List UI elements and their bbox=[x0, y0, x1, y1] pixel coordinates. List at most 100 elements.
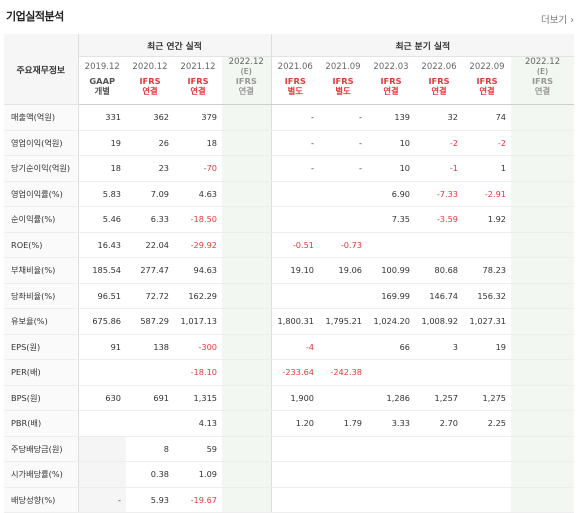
table-cell: - bbox=[271, 130, 319, 156]
table-cell: 66 bbox=[367, 334, 415, 360]
table-cell: 1,795.21 bbox=[319, 308, 367, 335]
table-row: 영업이익률(%) 5.83 7.09 4.63 6.90 -7.33 -2.91 bbox=[4, 181, 575, 207]
period-label: 2021.12 bbox=[180, 61, 216, 72]
row-label: 매출액(억원) bbox=[4, 104, 79, 131]
table-cell: 2.70 bbox=[415, 410, 463, 437]
table-cell: 1,024.20 bbox=[367, 308, 415, 335]
table-cell bbox=[367, 461, 415, 488]
standard-label: IFRS bbox=[428, 76, 450, 86]
table-cell bbox=[415, 461, 463, 488]
period-label: 2021.06 bbox=[277, 61, 313, 72]
table-cell bbox=[511, 410, 575, 437]
more-link[interactable]: 더보기 › bbox=[540, 15, 574, 26]
table-cell: 18 bbox=[174, 130, 222, 156]
table-row: ROE(%) 16.43 22.04 -29.92 -0.51 -0.73 bbox=[4, 232, 575, 258]
table-cell: -300 bbox=[174, 334, 222, 360]
standard-scope: 별도 bbox=[287, 86, 303, 96]
standard-header: IFRS 연결 bbox=[126, 76, 174, 105]
standard-header: IFRS 연결 bbox=[463, 76, 511, 105]
table-cell: 146.74 bbox=[415, 283, 463, 309]
table-row: 시가배당률(%) 0.38 1.09 bbox=[4, 461, 575, 488]
table-cell: 1.92 bbox=[463, 206, 511, 233]
standard-label: IFRS bbox=[284, 76, 306, 86]
table-cell: -19.67 bbox=[174, 487, 222, 513]
table-cell: 8 bbox=[126, 436, 174, 462]
table-cell: 1.20 bbox=[271, 410, 319, 437]
standard-label: IFRS bbox=[531, 76, 554, 86]
table-cell bbox=[367, 232, 415, 258]
table-cell bbox=[222, 104, 272, 131]
table-cell: 96.51 bbox=[78, 283, 126, 309]
table-row: 영업이익(억원) 19 26 18- -10 -2 -2 bbox=[4, 130, 575, 156]
table-cell bbox=[319, 385, 367, 411]
standard-label: IFRS bbox=[235, 76, 257, 86]
table-cell bbox=[222, 461, 272, 488]
standard-scope: 연결 bbox=[534, 86, 551, 96]
table-row: 매출액(억원) 331 362 379- -139 32 74 bbox=[4, 104, 575, 131]
table-cell: 1,027.31 bbox=[463, 308, 511, 335]
table-cell bbox=[222, 130, 272, 156]
period-header: 2021.12 bbox=[174, 57, 222, 77]
table-cell: -70 bbox=[174, 155, 222, 182]
table-cell bbox=[78, 436, 126, 462]
standard-label: IFRS bbox=[332, 76, 354, 86]
table-cell bbox=[511, 206, 575, 233]
table-cell: 1,900 bbox=[271, 385, 319, 411]
table-cell: 78.23 bbox=[463, 257, 511, 284]
table-row: 당좌비율(%) 96.51 72.72 162.29 169.99 146.74 156.3… bbox=[4, 283, 575, 309]
table-cell: -0.73 bbox=[319, 232, 367, 258]
table-cell bbox=[319, 487, 367, 513]
table-cell: 26 bbox=[126, 130, 174, 156]
standard-header: IFRS 연결 bbox=[222, 76, 272, 105]
table-cell bbox=[126, 410, 174, 437]
period-header: 2022.12 (E) bbox=[222, 56, 272, 76]
financial-table: 주요재무정보 최근 연간 실적 최근 분기 실적 2019.12 2020.12 2021… bbox=[4, 34, 575, 513]
table-cell: 139 bbox=[367, 104, 415, 131]
table-row: 배당성향(%) -5.93 -19.67 bbox=[4, 487, 575, 513]
table-cell bbox=[222, 308, 272, 335]
row-label: 당좌비율(%) bbox=[4, 283, 79, 309]
table-cell bbox=[511, 436, 575, 462]
standard-scope: 개별 bbox=[94, 86, 110, 96]
table-row: 순이익률(%) 5.46 6.33 -18.50 7.35 -3.59 1.92 bbox=[4, 206, 575, 233]
table-cell bbox=[511, 232, 575, 258]
row-label: 부채비율(%) bbox=[4, 257, 79, 284]
table-cell bbox=[222, 410, 272, 437]
standard-scope: 연결 bbox=[383, 86, 399, 96]
table-cell bbox=[463, 232, 511, 258]
table-row: PER(배) -18.10 -233.64 -242.38 bbox=[4, 359, 575, 386]
table-cell: 3 bbox=[415, 334, 463, 360]
table-cell bbox=[367, 359, 415, 386]
table-cell bbox=[222, 181, 272, 207]
table-cell: 5.93 bbox=[126, 487, 174, 513]
table-cell: 1 bbox=[463, 155, 511, 182]
period-header: 2021.06 bbox=[271, 57, 319, 77]
table-cell: - bbox=[319, 104, 367, 131]
table-cell: 23 bbox=[126, 155, 174, 182]
period-label: 2021.09 bbox=[325, 61, 361, 72]
table-cell: 74 bbox=[463, 104, 511, 131]
row-label: 당기순이익(억원) bbox=[4, 155, 79, 182]
standard-header: IFRS 연결 bbox=[367, 76, 415, 105]
row-label: 영업이익률(%) bbox=[4, 181, 79, 207]
standard-row: GAAP 개별 IFRS 연결 IFRS 연결 IFRS 연결 IFRS 별도 IFRS 별도 IFRS… bbox=[4, 76, 575, 105]
group-header-row: 주요재무정보 최근 연간 실적 최근 분기 실적 bbox=[4, 34, 575, 105]
table-row: PBR(배) 4.13 1.20 1.79 3.33 2.70 2.25 bbox=[4, 410, 575, 437]
standard-header: IFRS 연결 bbox=[415, 76, 463, 105]
period-header: 2020.12 bbox=[126, 57, 174, 77]
period-label: 2022.06 bbox=[421, 61, 457, 72]
table-cell bbox=[415, 232, 463, 258]
table-cell bbox=[319, 283, 367, 309]
table-cell: 7.35 bbox=[367, 206, 415, 233]
table-cell bbox=[319, 181, 367, 207]
table-cell: - bbox=[271, 104, 319, 131]
table-cell: 1.09 bbox=[174, 461, 222, 488]
period-header: 2022.06 bbox=[415, 57, 463, 77]
period-header: 2022.12 (E) bbox=[511, 56, 575, 76]
table-cell: 379 bbox=[174, 104, 222, 131]
table-cell: 94.63 bbox=[174, 257, 222, 284]
standard-header: IFRS 연결 bbox=[511, 76, 575, 105]
table-cell: 1,315 bbox=[174, 385, 222, 411]
table-cell: -4 bbox=[271, 334, 319, 360]
